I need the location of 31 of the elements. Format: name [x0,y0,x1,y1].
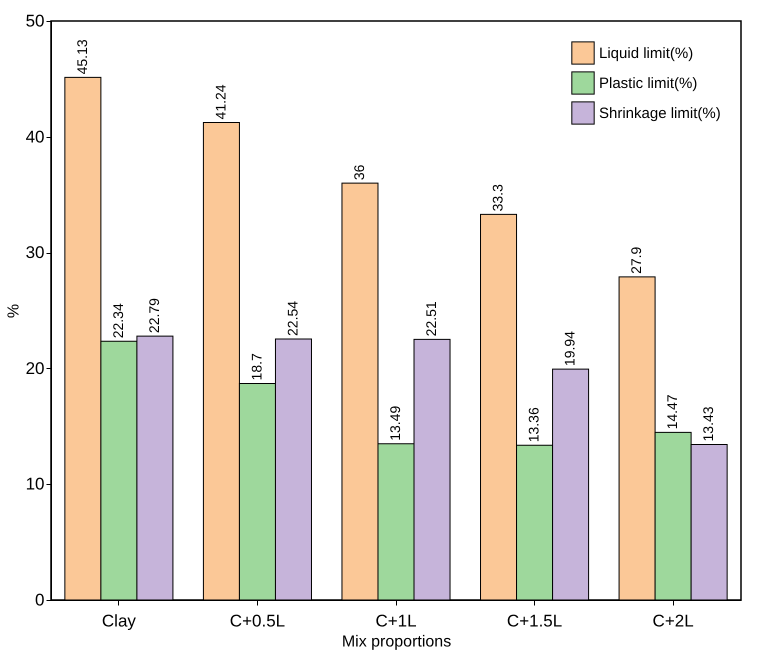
data-label: 22.51 [423,301,440,336]
data-label: 22.79 [146,298,162,334]
legend-label: Shrinkage limit(%) [599,105,721,122]
y-tick-label: 20 [26,358,44,378]
data-label: 22.54 [284,300,300,336]
data-label: 13.49 [387,406,403,441]
data-label: 13.36 [526,407,542,442]
x-tick-label: C+1.5L [506,612,562,630]
data-label: 41.24 [212,84,228,120]
y-tick-label: 0 [35,590,44,610]
data-label: 19.94 [562,330,578,366]
data-label: 33.3 [490,184,506,212]
y-tick-label: 40 [26,127,44,146]
data-label: 27.9 [628,246,644,274]
data-label: 22.34 [110,303,126,338]
legend-label: Plastic limit(%) [599,75,698,92]
data-label: 13.43 [700,406,716,442]
data-label: 36 [350,164,367,180]
y-tick-label: 30 [26,243,44,262]
y-tick-label: 50 [26,12,44,30]
x-tick-label: Clay [102,612,136,630]
x-tick-label: C+1L [375,612,417,630]
y-tick-label: 10 [26,474,44,494]
x-axis-title: Mix proportions [342,634,452,650]
y-axis-title: % [6,304,23,318]
data-label: 45.13 [74,39,90,74]
legend-label: Liquid limit(%) [599,45,694,62]
data-label: 18.7 [248,352,264,380]
x-tick-label: C+0.5L [230,612,286,630]
data-label: 14.47 [664,394,680,430]
x-tick-label: C+2L [652,612,694,630]
